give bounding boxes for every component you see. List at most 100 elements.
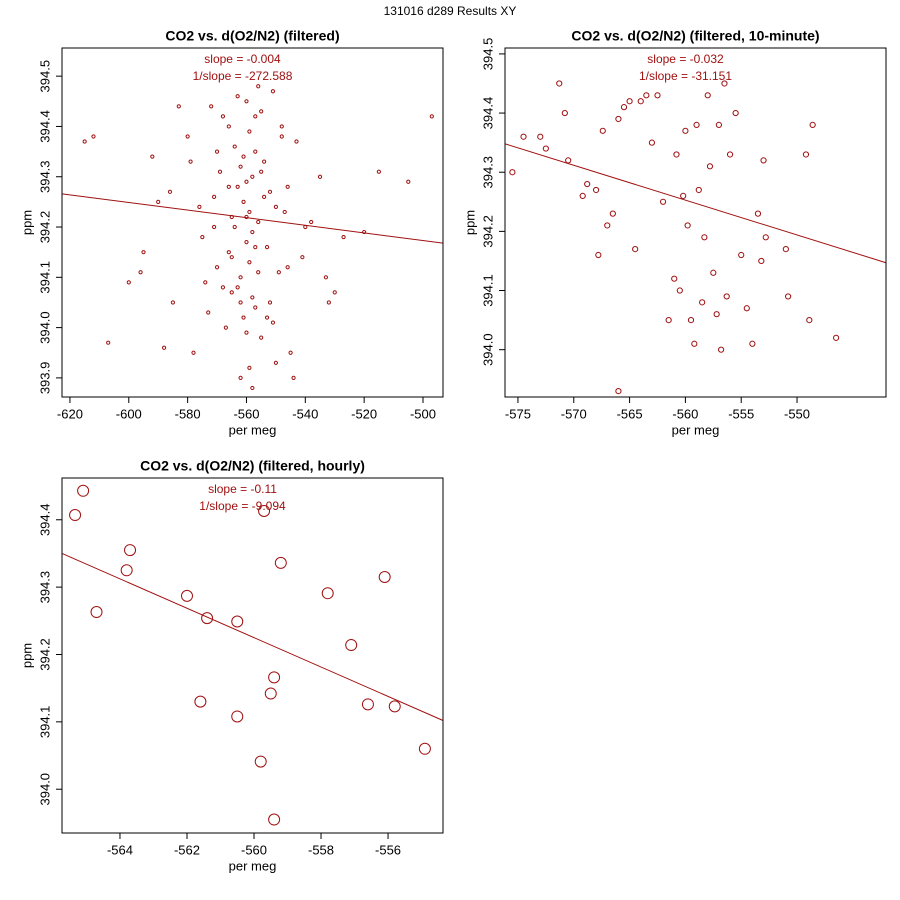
point xyxy=(695,186,702,194)
x-tick-label: -560 xyxy=(672,406,698,421)
point xyxy=(520,133,527,140)
point xyxy=(620,104,628,111)
point xyxy=(226,184,231,189)
y-tick-label: 393.9 xyxy=(37,362,52,395)
point xyxy=(632,246,639,253)
point xyxy=(180,589,193,602)
point xyxy=(406,179,411,184)
y-tick-label: 394.5 xyxy=(37,60,52,93)
point xyxy=(241,154,246,159)
point xyxy=(209,104,214,109)
y-tick-label: 394.4 xyxy=(480,97,495,130)
point xyxy=(704,92,711,99)
point xyxy=(599,127,606,134)
point xyxy=(244,330,249,335)
point xyxy=(259,109,264,114)
point xyxy=(247,260,252,265)
x-tick-label: -558 xyxy=(308,842,334,857)
point xyxy=(273,360,278,365)
point xyxy=(326,300,331,305)
point xyxy=(294,139,299,144)
point xyxy=(167,189,173,194)
point xyxy=(253,149,258,154)
y-axis-label: ppm xyxy=(19,643,34,668)
panel-title: CO2 vs. d(O2/N2) (filtered, hourly) xyxy=(140,458,365,474)
point xyxy=(626,98,633,105)
point xyxy=(232,144,237,149)
point xyxy=(802,151,810,158)
point xyxy=(378,571,391,584)
point xyxy=(91,134,96,139)
y-tick-label: 394.2 xyxy=(37,638,52,671)
point xyxy=(274,556,287,569)
point xyxy=(762,234,769,241)
point xyxy=(285,184,290,189)
point xyxy=(758,257,765,265)
point xyxy=(809,121,816,128)
point xyxy=(226,250,231,255)
point xyxy=(247,209,252,215)
point xyxy=(609,210,616,217)
x-tick-label: -550 xyxy=(784,406,810,421)
point xyxy=(250,385,255,391)
x-tick-label: -565 xyxy=(617,406,643,421)
point xyxy=(235,285,240,290)
point xyxy=(721,80,728,87)
point xyxy=(743,305,750,312)
point xyxy=(194,695,207,708)
point xyxy=(256,270,261,275)
point xyxy=(268,813,281,826)
point xyxy=(241,315,246,320)
point xyxy=(150,154,155,159)
point xyxy=(267,189,273,194)
point xyxy=(250,174,255,179)
x-axis-label: per meg xyxy=(672,422,720,437)
point xyxy=(684,222,691,229)
point xyxy=(279,124,284,129)
x-tick-label: -600 xyxy=(116,406,142,421)
point xyxy=(680,192,687,199)
point xyxy=(188,159,193,164)
point xyxy=(244,99,249,104)
y-tick-label: 394.4 xyxy=(37,110,52,143)
annotation: slope = -0.11 xyxy=(208,482,277,496)
point xyxy=(806,317,813,324)
y-tick-label: 394.1 xyxy=(480,274,495,307)
point xyxy=(250,229,255,235)
point xyxy=(749,340,756,347)
point xyxy=(760,157,767,164)
point xyxy=(220,285,226,290)
point xyxy=(214,149,220,154)
trend-line xyxy=(504,143,887,264)
point xyxy=(238,275,243,280)
point xyxy=(247,129,252,134)
annotation: 1/slope = -9.094 xyxy=(199,499,286,513)
point xyxy=(671,275,678,282)
point xyxy=(701,234,708,241)
point xyxy=(253,245,258,250)
point xyxy=(556,80,563,87)
point xyxy=(723,293,730,300)
x-tick-label: -520 xyxy=(351,406,377,421)
point xyxy=(738,251,745,259)
point xyxy=(659,198,667,205)
point xyxy=(253,305,258,310)
point xyxy=(268,671,281,684)
point xyxy=(250,295,255,300)
point xyxy=(833,334,840,341)
y-tick-label: 394.3 xyxy=(37,571,52,604)
point xyxy=(782,246,789,253)
point xyxy=(637,98,644,105)
point xyxy=(238,164,243,169)
annotation: slope = -0.032 xyxy=(647,52,724,66)
point xyxy=(592,186,600,194)
point xyxy=(138,270,143,275)
point xyxy=(542,145,549,152)
point xyxy=(317,174,323,179)
x-tick-label: -570 xyxy=(561,406,587,421)
point xyxy=(191,350,196,355)
plot-frame xyxy=(61,47,444,398)
x-tick-label: -556 xyxy=(375,842,401,857)
y-tick-label: 394.3 xyxy=(480,156,495,189)
